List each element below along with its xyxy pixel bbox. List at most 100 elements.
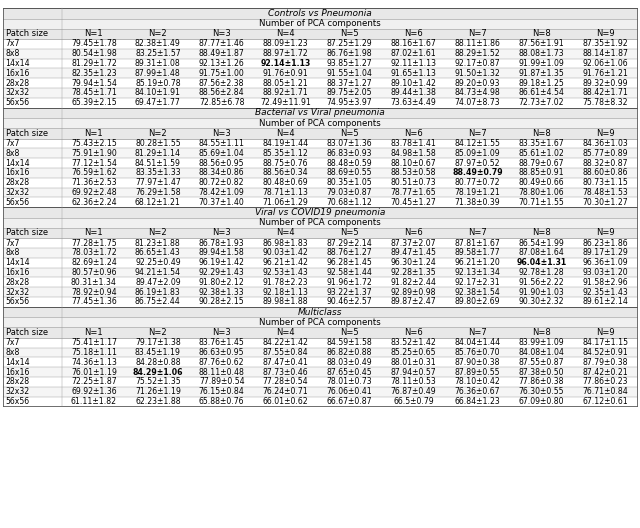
Text: 8x8: 8x8 [6, 49, 20, 58]
Text: 85.25±0.65: 85.25±0.65 [390, 348, 436, 357]
Text: 69.92±2.48: 69.92±2.48 [71, 188, 116, 197]
Text: 91.56±2.22: 91.56±2.22 [518, 278, 564, 287]
Text: 91.87±1.35: 91.87±1.35 [518, 69, 564, 78]
Text: N=8: N=8 [532, 29, 550, 38]
Text: 91.90±1.03: 91.90±1.03 [518, 288, 564, 297]
Bar [3, 168, 637, 178]
Text: 88.03±0.49: 88.03±0.49 [327, 358, 372, 367]
Bar [3, 197, 637, 207]
Text: 69.92±1.36: 69.92±1.36 [71, 387, 116, 396]
Bar [3, 377, 637, 387]
Text: N=3: N=3 [212, 129, 231, 138]
Text: 61.11±1.82: 61.11±1.82 [71, 397, 117, 406]
Text: 66.01±0.62: 66.01±0.62 [263, 397, 308, 406]
Text: 89.20±0.93: 89.20±0.93 [454, 79, 500, 88]
Bar [3, 178, 637, 187]
Text: 85.69±1.04: 85.69±1.04 [199, 149, 244, 158]
Text: 89.61±2.14: 89.61±2.14 [582, 297, 628, 306]
Text: 66.84±1.23: 66.84±1.23 [454, 397, 500, 406]
Text: 75.18±1.11: 75.18±1.11 [71, 348, 117, 357]
Text: 76.87±0.49: 76.87±0.49 [390, 387, 436, 396]
Text: 89.80±2.69: 89.80±2.69 [454, 297, 500, 306]
Text: 66.5±0.79: 66.5±0.79 [393, 397, 434, 406]
Text: Number of PCA components: Number of PCA components [259, 19, 381, 28]
Text: N=7: N=7 [468, 328, 487, 337]
Bar [3, 327, 637, 338]
Text: 87.99±1.48: 87.99±1.48 [135, 69, 180, 78]
Text: 84.59±1.58: 84.59±1.58 [326, 338, 372, 347]
Bar [3, 108, 637, 118]
Text: 93.03±1.20: 93.03±1.20 [582, 268, 628, 277]
Text: 56x56: 56x56 [6, 397, 29, 406]
Text: 89.10±1.42: 89.10±1.42 [390, 79, 436, 88]
Bar [3, 258, 637, 268]
Text: 92.17±0.87: 92.17±0.87 [454, 59, 500, 68]
Text: 88.05±1.21: 88.05±1.21 [263, 79, 308, 88]
Text: 56x56: 56x56 [6, 297, 29, 306]
Bar [3, 59, 637, 69]
Text: N=1: N=1 [84, 229, 103, 238]
Bar [3, 98, 637, 108]
Text: N=3: N=3 [212, 328, 231, 337]
Text: 88.10±0.67: 88.10±0.67 [390, 158, 436, 167]
Text: 62.23±1.88: 62.23±1.88 [135, 397, 180, 406]
Text: N=2: N=2 [148, 229, 167, 238]
Bar [3, 338, 637, 347]
Text: 78.77±1.65: 78.77±1.65 [390, 188, 436, 197]
Text: 78.92±0.94: 78.92±0.94 [71, 288, 116, 297]
Text: 76.15±0.84: 76.15±0.84 [199, 387, 244, 396]
Bar [3, 148, 637, 158]
Text: 86.65±1.43: 86.65±1.43 [135, 248, 180, 258]
Text: N=8: N=8 [532, 328, 550, 337]
Text: 67.12±0.61: 67.12±0.61 [582, 397, 628, 406]
Text: 87.47±0.41: 87.47±0.41 [262, 358, 308, 367]
Text: 16x16: 16x16 [6, 268, 30, 277]
Text: N=7: N=7 [468, 229, 487, 238]
Text: 87.73±0.46: 87.73±0.46 [263, 367, 308, 376]
Bar [3, 307, 637, 317]
Text: 92.58±1.44: 92.58±1.44 [326, 268, 372, 277]
Text: 83.76±1.45: 83.76±1.45 [199, 338, 244, 347]
Bar [3, 317, 637, 327]
Text: 71.26±1.19: 71.26±1.19 [135, 387, 180, 396]
Text: N=5: N=5 [340, 129, 359, 138]
Text: N=9: N=9 [596, 29, 614, 38]
Text: 76.36±0.67: 76.36±0.67 [454, 387, 500, 396]
Text: 76.71±0.84: 76.71±0.84 [582, 387, 628, 396]
Text: N=4: N=4 [276, 29, 295, 38]
Text: 86.23±1.86: 86.23±1.86 [582, 239, 628, 248]
Bar [3, 158, 637, 168]
Text: 83.07±1.36: 83.07±1.36 [327, 139, 372, 148]
Text: N=2: N=2 [148, 29, 167, 38]
Text: 14x14: 14x14 [6, 358, 30, 367]
Text: N=7: N=7 [468, 29, 487, 38]
Text: 78.45±1.71: 78.45±1.71 [71, 88, 117, 97]
Text: N=7: N=7 [468, 129, 487, 138]
Text: 90.28±2.15: 90.28±2.15 [199, 297, 244, 306]
Text: N=9: N=9 [596, 328, 614, 337]
Text: 88.01±0.31: 88.01±0.31 [390, 358, 436, 367]
Text: 87.38±0.50: 87.38±0.50 [518, 367, 564, 376]
Text: 88.60±0.86: 88.60±0.86 [582, 168, 628, 177]
Text: 79.17±1.38: 79.17±1.38 [135, 338, 180, 347]
Text: 84.29±1.06: 84.29±1.06 [132, 367, 183, 376]
Text: 8x8: 8x8 [6, 149, 20, 158]
Text: 28x28: 28x28 [6, 79, 29, 88]
Bar [3, 347, 637, 357]
Text: 7x7: 7x7 [6, 239, 20, 248]
Text: 84.17±1.15: 84.17±1.15 [582, 338, 628, 347]
Text: 84.36±1.03: 84.36±1.03 [582, 139, 628, 148]
Text: 14x14: 14x14 [6, 158, 30, 167]
Text: 16x16: 16x16 [6, 367, 30, 376]
Text: 88.49±1.87: 88.49±1.87 [199, 49, 244, 58]
Text: 92.89±0.98: 92.89±0.98 [390, 288, 436, 297]
Text: 70.30±1.27: 70.30±1.27 [582, 198, 628, 207]
Text: 78.48±1.53: 78.48±1.53 [582, 188, 628, 197]
Text: 84.10±1.91: 84.10±1.91 [135, 88, 181, 97]
Text: 91.76±1.21: 91.76±1.21 [582, 69, 628, 78]
Text: 83.35±1.33: 83.35±1.33 [135, 168, 180, 177]
Text: 84.51±1.59: 84.51±1.59 [135, 158, 180, 167]
Text: 68.12±1.21: 68.12±1.21 [135, 198, 180, 207]
Text: 88.75±0.76: 88.75±0.76 [263, 158, 308, 167]
Text: 85.76±0.70: 85.76±0.70 [454, 348, 500, 357]
